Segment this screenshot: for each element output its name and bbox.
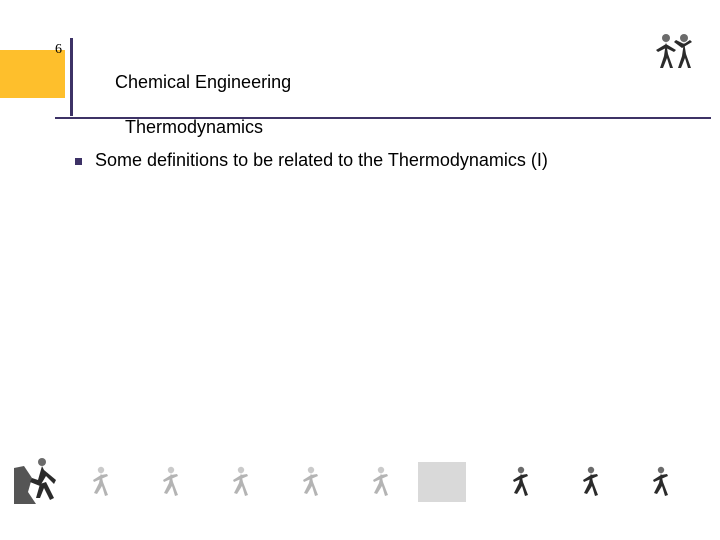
runner-icon [510,466,530,500]
climber-icon [14,448,64,504]
runner-icon [230,466,250,500]
runner-icon [370,466,390,500]
dancing-figures-icon [650,28,700,78]
runner-icon [160,466,180,500]
runner-icon [650,466,670,500]
runner-icon [300,466,320,500]
grey-patch [418,462,466,502]
slide: 6 Chemical Engineering Thermodynamics So… [0,0,720,540]
slide-title: Chemical Engineering Thermodynamics [115,48,291,138]
header-area: 6 Chemical Engineering Thermodynamics [0,0,720,120]
title-line-1: Chemical Engineering [115,72,291,92]
footer-decoration [0,466,720,522]
runner-icon [90,466,110,500]
body-text: Some definitions to be related to the Th… [95,150,548,171]
title-underline [55,117,711,119]
bullet-icon [75,158,82,165]
page-number: 6 [55,42,62,58]
runner-icon [580,466,600,500]
title-line-2: Thermodynamics [125,117,263,137]
vertical-divider [70,38,73,116]
